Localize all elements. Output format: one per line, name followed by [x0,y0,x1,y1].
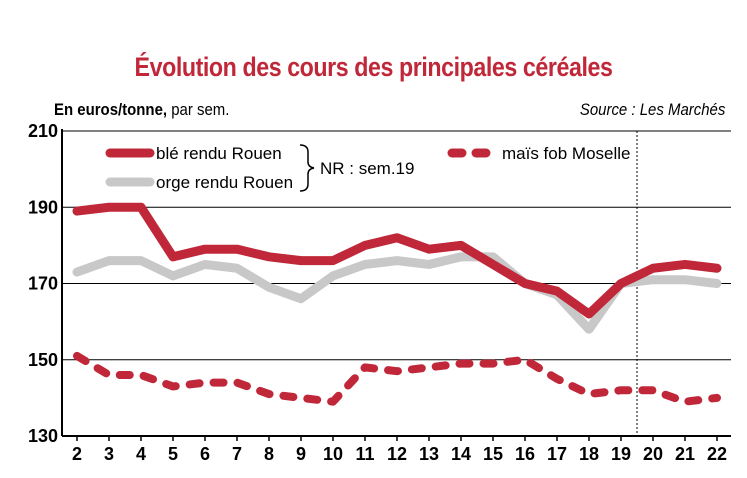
x-tick-label-20: 20 [643,444,663,464]
x-tick-label-7: 7 [232,444,242,464]
chart-title: Évolution des cours des principales céré… [134,52,613,82]
x-tick-label-4: 4 [136,444,146,464]
legend-label-2: maïs fob Moselle [502,144,631,163]
series-line-1 [72,252,722,334]
x-tick-label-10: 10 [323,444,343,464]
x-tick-label-18: 18 [579,444,599,464]
unit-bold: En euros/tonne, [54,100,168,119]
x-tick-label-21: 21 [675,444,695,464]
legend-label-0: blé rendu Rouen [156,144,282,163]
y-axis-unit-label: En euros/tonne, par sem. [54,100,229,120]
x-tick-label-6: 6 [200,444,210,464]
y-tick-label-210: 210 [28,121,58,141]
x-tick-label-17: 17 [547,444,567,464]
nr-note: NR : sem.19 [320,159,414,178]
x-tick-label-8: 8 [264,444,274,464]
series-line-0 [72,202,722,319]
y-tick-label-130: 130 [28,426,58,446]
x-tick-label-14: 14 [451,444,471,464]
x-tick-label-11: 11 [355,444,374,464]
series-line-2 [73,351,721,406]
legend-brace [299,144,315,192]
unit-rest: par sem. [167,100,230,119]
x-tick-label-12: 12 [387,444,407,464]
x-tick-label-5: 5 [168,444,178,464]
x-tick-label-3: 3 [104,444,114,464]
x-tick-label-9: 9 [296,444,306,464]
y-tick-label-190: 190 [28,197,58,217]
x-tick-label-19: 19 [611,444,631,464]
source-label: Source : Les Marchés [579,100,725,119]
x-tick-label-16: 16 [515,444,535,464]
y-tick-label-150: 150 [28,350,58,370]
x-tick-label-22: 22 [707,444,727,464]
x-tick-label-13: 13 [419,444,439,464]
x-tick-label-15: 15 [483,444,503,464]
legend-label-1: orge rendu Rouen [156,173,293,192]
x-tick-label-2: 2 [72,444,82,464]
y-tick-label-170: 170 [28,274,58,294]
